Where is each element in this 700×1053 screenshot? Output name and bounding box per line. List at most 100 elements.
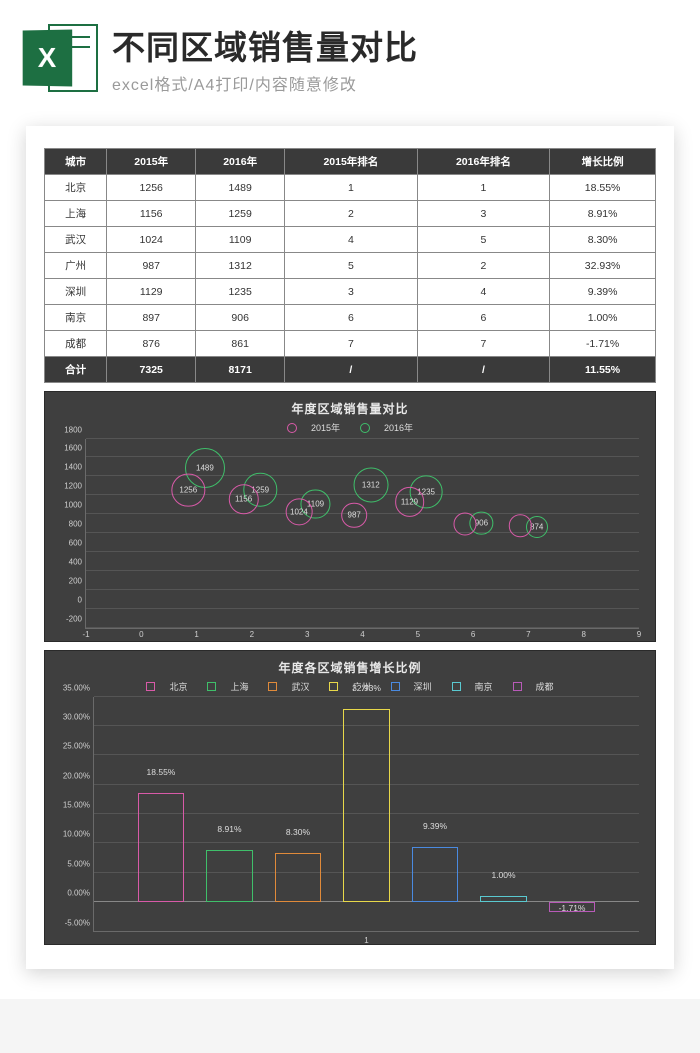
table-cell: 2 [285,201,418,227]
table-row: 广州98713125232.93% [45,253,656,279]
bar [275,853,321,902]
table-cell: 6 [285,305,418,331]
table-footer-cell: 7325 [107,357,196,383]
y-tick-label: 1800 [64,425,86,434]
table-cell: 1129 [107,279,196,305]
table-cell: 5 [417,227,550,253]
y-tick-label: 30.00% [63,712,94,721]
y-tick-label: 200 [69,576,86,585]
legend-swatch [360,423,370,433]
table-cell: 深圳 [45,279,107,305]
x-tick-label: 7 [526,630,530,639]
bar [480,896,526,902]
legend-label: 北京 [169,680,187,693]
table-cell: 861 [196,331,285,357]
table-header: 2016年 [196,149,285,175]
page-subtitle: excel格式/A4打印/内容随意修改 [112,71,678,95]
table-cell: 1235 [196,279,285,305]
bubble-label: 987 [348,511,361,520]
table-cell: 1489 [196,175,285,201]
y-tick-label: -200 [66,614,86,623]
chart2-area: 1 -5.00%0.00%5.00%10.00%15.00%20.00%25.0… [93,697,639,932]
table-cell: 成都 [45,331,107,357]
table-cell: 18.55% [550,175,656,201]
bubble-label: 1156 [235,495,252,504]
x-tick-label: 2 [250,630,254,639]
chart2-panel: 年度各区域销售增长比例 北京上海武汉广州深圳南京成都 1 -5.00%0.00%… [44,650,656,945]
legend-label: 2016年 [384,421,413,434]
bubble-label: 1256 [179,485,197,494]
table-row: 上海11561259238.91% [45,201,656,227]
bar [343,709,389,902]
x-tick-label: 1 [194,630,198,639]
legend-swatch [513,682,522,691]
table-cell: 8.30% [550,227,656,253]
legend-label: 2015年 [311,421,340,434]
table-footer-cell: 8171 [196,357,285,383]
y-tick-label: 600 [69,538,86,547]
legend-swatch [287,423,297,433]
chart1-legend: 2015年 2016年 [55,421,645,435]
table-cell: 1 [285,175,418,201]
y-tick-label: 1400 [64,463,86,472]
table-footer-cell: 合计 [45,357,107,383]
table-footer-cell: / [285,357,418,383]
y-tick-label: 400 [69,557,86,566]
x-tick-label: 8 [581,630,585,639]
x-tick-label: 6 [471,630,475,639]
legend-item: 南京 [447,680,498,693]
table-cell: 987 [107,253,196,279]
legend-item: 2016年 [355,421,418,434]
legend-swatch [452,682,461,691]
table-cell: 1256 [107,175,196,201]
bubble-label: 1129 [401,497,418,506]
chart1-panel: 年度区域销售量对比 2015年2016年 -200020040060080010… [44,391,656,642]
legend-swatch [329,682,338,691]
table-cell: 1.00% [550,305,656,331]
legend-item: 北京 [141,680,192,693]
bar-label: 32.93% [352,683,381,696]
bar-label: -1.71% [559,903,586,916]
y-tick-label: 15.00% [63,801,94,810]
header-banner: X 不同区域销售量对比 excel格式/A4打印/内容随意修改 [0,0,700,102]
bar-label: 8.30% [286,827,310,840]
x-tick-label: -1 [82,630,89,639]
table-cell: 3 [417,201,550,227]
chart1-title: 年度区域销售量对比 [55,400,645,417]
bubble-label: 874 [530,523,543,532]
x-tick-label: 9 [637,630,641,639]
document-page: 城市2015年2016年2015年排名2016年排名增长比例 北京1256148… [26,126,674,969]
table-cell: 7 [417,331,550,357]
table-cell: 南京 [45,305,107,331]
legend-label: 成都 [536,680,554,693]
y-tick-label: 35.00% [63,683,94,692]
table-cell: -1.71% [550,331,656,357]
legend-item: 2015年 [282,421,345,434]
y-tick-label: 1200 [64,482,86,491]
bar [412,847,458,902]
bubble-label: 1024 [290,507,308,516]
table-row: 成都87686177-1.71% [45,331,656,357]
table-row: 深圳11291235349.39% [45,279,656,305]
legend-label: 深圳 [414,680,432,693]
excel-icon: X [22,20,98,96]
bubble-label: 906 [475,518,488,527]
bar-label: 18.55% [147,767,176,780]
legend-swatch [207,682,216,691]
legend-label: 南京 [475,680,493,693]
table-cell: 2 [417,253,550,279]
table-cell: 武汉 [45,227,107,253]
y-tick-label: 0 [78,595,86,604]
table-cell: 1312 [196,253,285,279]
table-row: 北京125614891118.55% [45,175,656,201]
bubble-label: 1312 [362,480,380,489]
y-tick-label: 10.00% [63,830,94,839]
table-cell: 9.39% [550,279,656,305]
legend-swatch [391,682,400,691]
y-tick-label: 1600 [64,444,86,453]
chart2-title: 年度各区域销售增长比例 [55,659,645,676]
legend-swatch [268,682,277,691]
y-tick-label: 20.00% [63,771,94,780]
table-cell: 32.93% [550,253,656,279]
table-cell: 1 [417,175,550,201]
